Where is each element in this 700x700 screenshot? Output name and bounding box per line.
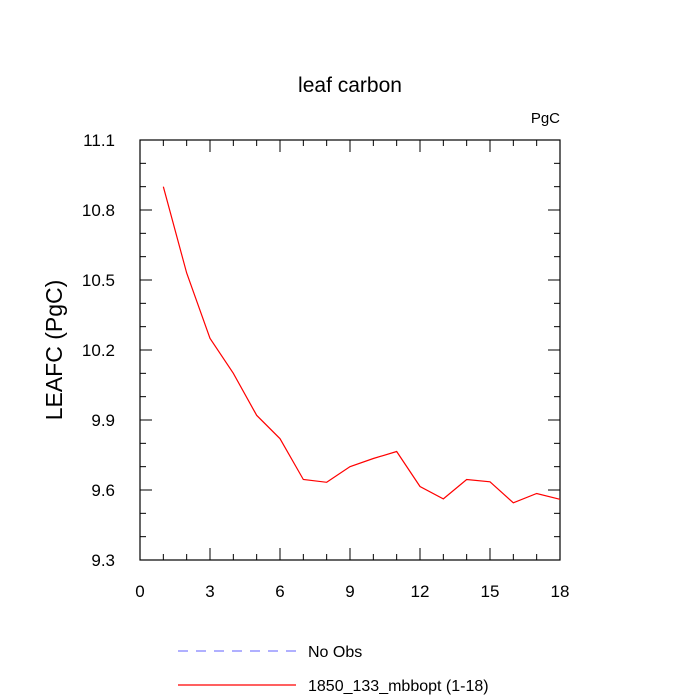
x-tick-label: 9 bbox=[345, 582, 354, 601]
x-tick-label: 0 bbox=[135, 582, 144, 601]
plot-frame bbox=[139, 139, 561, 561]
x-tick-label: 15 bbox=[481, 582, 500, 601]
x-tick-label: 6 bbox=[275, 582, 284, 601]
y-tick-label: 9.3 bbox=[91, 551, 115, 570]
legend-label: No Obs bbox=[308, 644, 362, 661]
y-tick-label: 9.9 bbox=[91, 411, 115, 430]
plot-area bbox=[162, 186, 561, 504]
units-label: PgC bbox=[531, 110, 560, 127]
axes: 0 3 6 9 12 15 18 9.3 9.6 9.9 10.2 10.5 10.8 11.1 bbox=[82, 131, 570, 601]
series-line bbox=[162, 186, 561, 504]
y-tick-label: 11.1 bbox=[83, 131, 115, 150]
legend-label: 1850_133_mbbopt (1-18) bbox=[308, 678, 489, 695]
x-tick-label: 3 bbox=[205, 582, 214, 601]
chart-title: leaf carbon bbox=[298, 74, 402, 97]
x-tick-label: 12 bbox=[411, 582, 430, 601]
y-axis-label: LEAFC (PgC) bbox=[41, 280, 67, 421]
y-tick-label: 10.8 bbox=[82, 201, 115, 220]
y-tick-label: 10.5 bbox=[82, 271, 115, 290]
legend: No Obs 1850_133_mbbopt (1-18) bbox=[178, 644, 489, 695]
y-tick-label: 10.2 bbox=[82, 341, 115, 360]
x-tick-label: 18 bbox=[551, 582, 570, 601]
y-tick-label: 9.6 bbox=[91, 481, 115, 500]
